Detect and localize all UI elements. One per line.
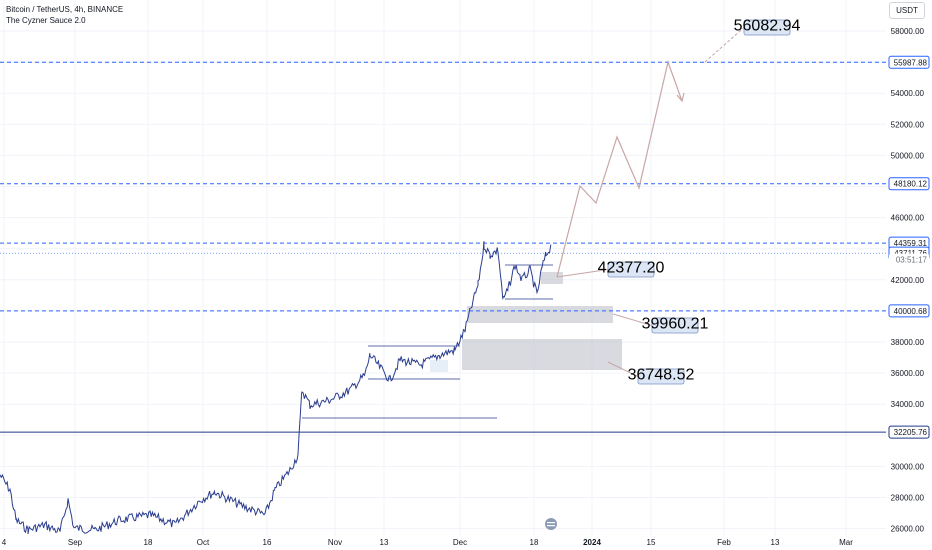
price-tag: 03:51:17 <box>889 253 929 266</box>
price-tick-label: 34000.00 <box>891 400 925 409</box>
price-tick-label: 26000.00 <box>891 525 925 534</box>
price-callout: 36748.52 <box>607 361 695 385</box>
logo-circle <box>545 518 557 530</box>
price-tag: 48180.12 <box>888 177 930 191</box>
price-callout: 42377.20 <box>556 260 665 278</box>
demand-zone <box>541 272 563 284</box>
time-tick-label: 2024 <box>583 538 601 547</box>
chart-legend: Bitcoin / TetherUS, 4h, BINANCE The Cyzn… <box>6 4 123 26</box>
time-tick-label: 13 <box>771 538 780 547</box>
time-tick-label: 18 <box>530 538 539 547</box>
callout-pointer <box>556 269 609 278</box>
demand-zones <box>430 272 622 372</box>
time-tick-label: 18 <box>144 538 153 547</box>
time-tick-label: 4 <box>2 538 7 547</box>
callout-box <box>743 19 791 36</box>
time-tick-label: Sep <box>68 538 83 547</box>
price-tick-label: 28000.00 <box>891 494 925 503</box>
callout-box <box>651 317 699 334</box>
price-tick-label: 52000.00 <box>891 120 925 129</box>
price-tick-label: 42000.00 <box>891 276 925 285</box>
price-tag: 55987.88 <box>888 55 930 69</box>
callout-label: 36748.52 <box>628 367 695 384</box>
price-line <box>0 241 552 535</box>
demand-zone <box>462 339 622 370</box>
time-axis[interactable]: 4 Sep 18 Oct 16 Nov 13 Dec 18 2024 15 Feb 13 Mar <box>2 538 853 547</box>
price-tick-label: 36000.00 <box>891 369 925 378</box>
time-tick-label: 15 <box>647 538 656 547</box>
price-tick-label: 46000.00 <box>891 214 925 223</box>
price-axis[interactable]: 58000.00 54000.00 52000.00 50000.00 46000.00… <box>886 0 932 536</box>
time-tick-label: 13 <box>380 538 389 547</box>
projection-arrow <box>676 92 685 103</box>
price-tag-box <box>889 253 929 266</box>
price-tag-label: 40000.68 <box>894 307 928 316</box>
time-tick-label: Nov <box>328 538 342 547</box>
logo-bar <box>547 525 555 527</box>
tradingview-logo-icon <box>545 518 557 530</box>
callout-pointer <box>607 361 639 377</box>
price-tag-label: 55987.88 <box>894 58 928 67</box>
price-tag: 32205.76 <box>888 425 930 439</box>
callout-pointer <box>612 313 653 326</box>
projection-line <box>556 59 683 278</box>
callout-label: 42377.20 <box>598 260 665 277</box>
indicator-name[interactable]: The Cyzner Sauce 2.0 <box>6 16 86 25</box>
time-tick-label: Oct <box>197 538 210 547</box>
price-tag-box <box>888 55 930 69</box>
logo-bar <box>547 522 555 524</box>
demand-zone <box>430 360 448 372</box>
symbol-title[interactable]: Bitcoin / TetherUS, 4h, BINANCE <box>6 5 124 14</box>
price-callouts: 56082.94 42377.20 39960.21 36748.52 <box>556 18 801 385</box>
chart-grid <box>0 0 886 536</box>
callout-pointer <box>704 27 745 63</box>
callout-label: 39960.21 <box>642 316 709 333</box>
horizontal-levels <box>0 61 886 433</box>
price-axis-tags: 55987.8848180.1244359.3143711.7603:51:17… <box>888 55 930 439</box>
price-tag: 44359.31 <box>888 236 930 250</box>
price-tick-label: 58000.00 <box>891 27 925 36</box>
time-tick-label: Dec <box>453 538 467 547</box>
projection-path <box>556 59 685 278</box>
price-callout: 56082.94 <box>704 18 801 63</box>
price-tag-box <box>888 304 930 318</box>
price-tick-label: 30000.00 <box>891 462 925 471</box>
price-tag-label: 48180.12 <box>894 180 928 189</box>
price-tick-label: 38000.00 <box>891 338 925 347</box>
time-tick-label: Mar <box>839 538 853 547</box>
price-tag-label: 44359.31 <box>894 239 928 248</box>
currency-button[interactable]: USDT <box>889 2 925 19</box>
demand-zone <box>467 306 613 323</box>
time-tick-label: Feb <box>717 538 731 547</box>
price-axis-bg <box>886 0 932 536</box>
callout-box <box>637 368 685 385</box>
callout-label: 56082.94 <box>734 18 801 35</box>
price-tick-label: 50000.00 <box>891 151 925 160</box>
time-tick-label: 16 <box>263 538 272 547</box>
callout-box <box>607 261 655 278</box>
price-tag-box <box>888 177 930 191</box>
price-tag: 40000.68 <box>888 304 930 318</box>
price-tick-label: 54000.00 <box>891 89 925 98</box>
price-callout: 39960.21 <box>612 313 709 334</box>
price-series <box>0 241 552 535</box>
price-tag-label: 03:51:17 <box>896 256 928 265</box>
price-tag-label: 32205.76 <box>894 428 928 437</box>
price-tag-box <box>888 425 930 439</box>
